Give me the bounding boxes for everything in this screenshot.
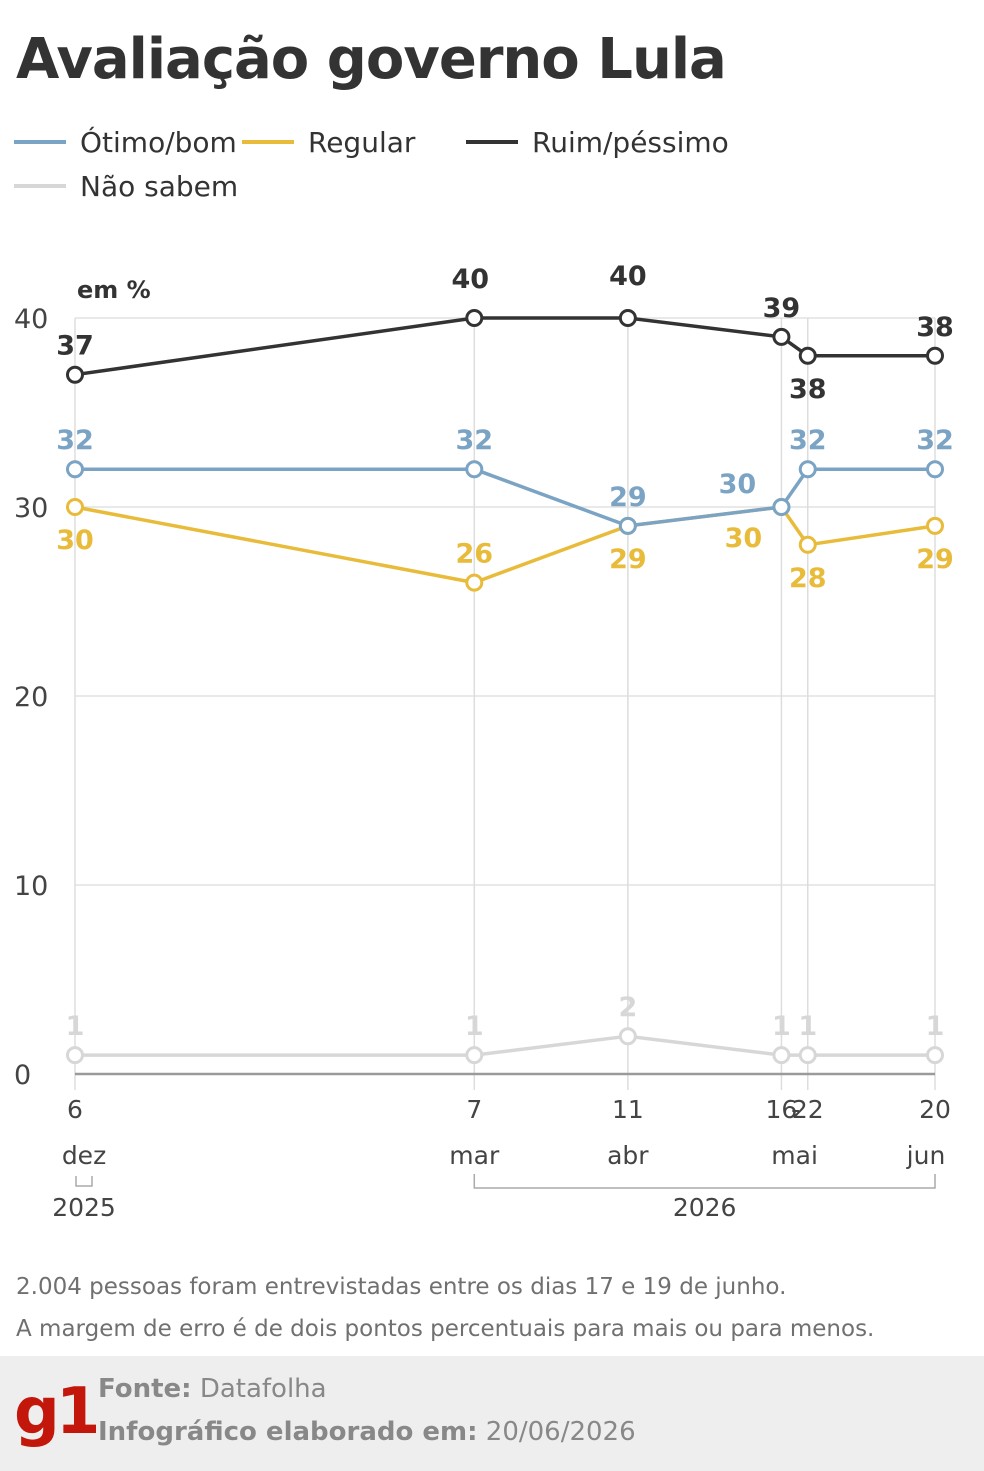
legend-swatch-ruim-pessimo	[466, 140, 518, 144]
x-tick-day-label: 20	[919, 1095, 951, 1124]
unit-label: em %	[77, 276, 151, 304]
x-tick-day-label: 22	[792, 1095, 824, 1124]
legend-label-ruim-pessimo: Ruim/péssimo	[532, 125, 729, 159]
y-tick-label: 40	[14, 304, 48, 335]
data-label-otimo-bom: 32	[455, 425, 493, 456]
y-tick-label: 10	[14, 871, 48, 902]
data-point-nao-sabem	[926, 1046, 944, 1065]
x-month-label: jun	[906, 1141, 946, 1170]
data-label-ruim-pessimo: 38	[916, 312, 954, 343]
x-tick-day-label: 7	[466, 1095, 482, 1124]
x-tick-day-label: 11	[612, 1095, 644, 1124]
data-label-nao-sabem: 1	[798, 1011, 817, 1042]
note-margin: A margem de erro é de dois pontos percen…	[16, 1316, 875, 1342]
y-tick-label: 0	[14, 1060, 31, 1091]
series-line-ruim-pessimo	[74, 316, 935, 377]
x-month-label: mai	[771, 1141, 818, 1170]
legend-swatch-regular	[242, 140, 294, 144]
legend-swatch-otimo-bom	[14, 140, 66, 144]
data-point-otimo-bom	[772, 498, 791, 516]
data-point-regular	[798, 535, 817, 554]
g1-logo: g1	[14, 1375, 100, 1449]
note-sample: 2.004 pessoas foram entrevistadas entre …	[16, 1274, 787, 1300]
data-label-otimo-bom: 32	[916, 425, 954, 456]
series-layer	[66, 309, 944, 1065]
y-tick-label: 30	[14, 493, 48, 524]
legend-item-ruim-pessimo: Ruim/péssimo	[466, 122, 729, 162]
date-line: Infográfico elaborado em: 20/06/2026	[98, 1417, 636, 1447]
x-tick-day-label: 16	[766, 1095, 798, 1124]
data-point-ruim-pessimo	[926, 346, 944, 365]
footer	[0, 1356, 984, 1471]
data-point-regular	[465, 573, 484, 592]
date-label: Infográfico elaborado em:	[98, 1417, 478, 1447]
x-month-label: dez	[62, 1141, 106, 1170]
date-value: 20/06/2026	[485, 1417, 636, 1447]
x-month-label: mar	[449, 1141, 500, 1170]
data-point-nao-sabem	[798, 1046, 817, 1065]
data-point-nao-sabem	[618, 1027, 637, 1046]
data-point-otimo-bom	[465, 460, 484, 479]
data-point-nao-sabem	[772, 1046, 791, 1065]
source-line: Fonte: Datafolha	[98, 1374, 327, 1404]
x-year-label: 2025	[52, 1193, 116, 1222]
data-label-regular: 26	[455, 539, 493, 570]
data-label-otimo-bom: 29	[609, 482, 647, 513]
year-bracket-2025	[75, 1176, 93, 1187]
data-label-regular: 30	[56, 525, 94, 556]
data-label-nao-sabem: 1	[926, 1011, 945, 1042]
data-point-otimo-bom	[66, 460, 84, 479]
data-point-otimo-bom	[798, 460, 817, 479]
legend-item-otimo-bom: Ótimo/bom	[14, 122, 237, 162]
series-line-otimo-bom	[75, 467, 935, 528]
data-point-otimo-bom	[926, 460, 944, 479]
data-point-regular	[66, 498, 84, 516]
data-label-ruim-pessimo: 39	[763, 293, 801, 324]
source-value: Datafolha	[199, 1374, 327, 1404]
data-label-otimo-bom: 30	[719, 469, 757, 500]
data-label-nao-sabem: 1	[465, 1011, 484, 1042]
x-month-label: abr	[607, 1141, 649, 1170]
data-point-ruim-pessimo	[66, 365, 84, 384]
legend-label-nao-sabem: Não sabem	[80, 169, 239, 203]
legend-item-nao-sabem: Não sabem	[14, 166, 238, 206]
data-label-nao-sabem: 2	[618, 992, 637, 1023]
data-label-nao-sabem: 1	[772, 1011, 791, 1042]
chart-title: Avaliação governo Lula	[16, 27, 727, 92]
data-point-ruim-pessimo	[618, 309, 637, 327]
data-label-regular: 30	[725, 523, 763, 554]
data-label-nao-sabem: 1	[66, 1011, 85, 1042]
data-point-nao-sabem	[66, 1046, 84, 1065]
x-year-label: 2026	[673, 1193, 737, 1222]
source-label: Fonte:	[98, 1374, 192, 1404]
legend-label-regular: Regular	[308, 125, 416, 159]
data-label-ruim-pessimo: 40	[609, 261, 647, 292]
legend-item-regular: Regular	[242, 122, 415, 162]
x-range-separator: -	[791, 1095, 800, 1124]
data-point-otimo-bom	[618, 516, 637, 535]
data-label-ruim-pessimo: 37	[56, 331, 94, 362]
data-point-ruim-pessimo	[465, 309, 484, 327]
year-bracket-2026	[473, 1174, 936, 1189]
data-point-nao-sabem	[465, 1046, 484, 1065]
data-label-ruim-pessimo: 38	[789, 374, 827, 405]
legend-label-otimo-bom: Ótimo/bom	[80, 125, 237, 159]
data-label-regular: 29	[609, 544, 647, 575]
data-label-ruim-pessimo: 40	[451, 264, 489, 295]
data-label-regular: 28	[789, 563, 827, 594]
series-line-nao-sabem	[75, 1034, 935, 1057]
x-tick-day-label: 6	[67, 1095, 83, 1124]
y-tick-label: 20	[14, 682, 48, 713]
data-point-ruim-pessimo	[798, 346, 817, 365]
data-label-regular: 29	[916, 544, 954, 575]
data-point-ruim-pessimo	[772, 327, 791, 346]
legend-swatch-nao-sabem	[14, 184, 66, 188]
data-label-otimo-bom: 32	[56, 425, 94, 456]
data-point-regular	[926, 516, 944, 535]
data-label-otimo-bom: 32	[789, 425, 827, 456]
